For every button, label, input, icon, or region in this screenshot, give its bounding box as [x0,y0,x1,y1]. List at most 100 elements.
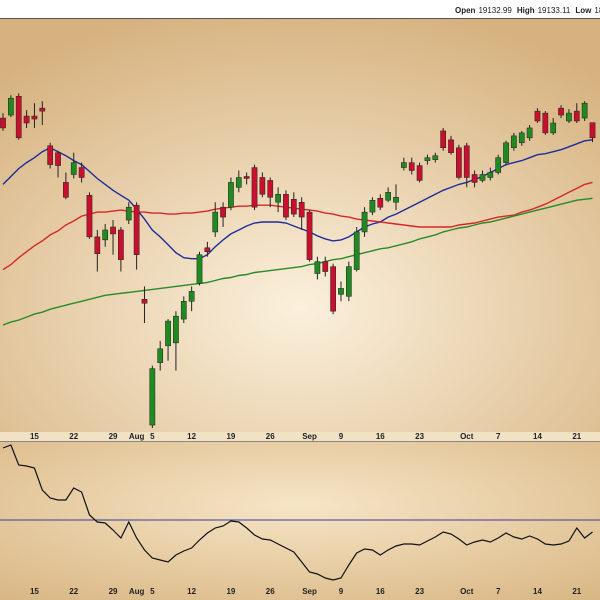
x-tick-label: 19 [226,587,235,596]
candle-body [432,155,439,160]
x-tick-label: 14 [533,587,542,596]
candle-body [487,172,494,178]
candle-body [110,226,116,235]
candle-body [275,194,281,203]
candle-body [408,162,415,171]
x-tick-label: 23 [415,587,424,596]
candle-body [8,97,14,116]
candle-body [290,199,297,215]
candle-body [212,211,219,233]
x-tick-label: 7 [496,432,501,441]
candle-body [581,102,588,119]
candle-body [471,174,478,183]
x-tick-label: 15 [30,587,39,596]
x-tick-label: 21 [572,432,581,441]
candle-body [118,229,124,260]
x-tick-label: 7 [496,587,501,596]
candle-body [345,266,352,297]
candle-body [102,229,109,241]
price-panel [0,19,600,432]
candle-body [573,110,580,122]
header-label: High [517,6,535,15]
candle-body [393,197,399,203]
candle-body [55,152,61,166]
candle-body [157,348,164,363]
candle-body [63,182,69,198]
x-tick-label: 22 [69,432,78,441]
candle-body [228,182,234,208]
candle-body [259,177,266,195]
x-tick-label: 12 [187,587,196,596]
x-tick-label: 16 [376,432,385,441]
candle-body [31,115,38,120]
header-value: 19132.99 [478,6,512,15]
candle-body [141,299,148,304]
candle-body [180,301,187,320]
candle-body [204,247,211,252]
x-tick-label: 26 [266,432,275,441]
candle-body [125,206,132,221]
x-tick-label: 5 [150,432,155,441]
x-tick-label: Sep [302,587,317,596]
candle-body [566,112,572,122]
header-label: Open [455,6,476,15]
x-tick-label: 19 [226,432,235,441]
candle-body [86,195,93,238]
candle-body [495,157,502,173]
candle-body [267,180,274,198]
candle-body [463,145,470,178]
moving-average-line [2,197,593,326]
indicator-panel [0,442,600,600]
x-tick-label: 29 [109,432,118,441]
candle-body [330,266,336,312]
candle-body [511,135,517,149]
candle-body [165,320,171,347]
candle-body [479,174,486,181]
candle-body [424,157,431,161]
indicator-line [2,444,593,581]
header-label: Low [575,6,592,15]
x-tick-label: 16 [376,587,385,596]
candle-body [283,194,289,218]
x-tick-label: 5 [150,587,155,596]
candle-body [377,198,384,208]
candle-body [94,236,101,254]
x-tick-label: 22 [69,587,78,596]
moving-average-line [2,139,593,260]
candle-body [220,206,226,218]
candle-body [196,254,203,284]
candle-body [558,107,564,116]
header-value: 19133.11 [538,6,571,15]
candle-body [353,231,360,270]
header-value: 18937 [594,6,600,15]
candle-body [385,192,391,201]
candle-body [542,112,549,134]
candle-body [188,291,195,302]
x-tick-label: 15 [30,432,39,441]
x-tick-label: 29 [109,587,118,596]
candle-body [322,261,329,272]
date-strip [0,432,600,442]
candle-body [149,368,156,426]
x-tick-label: Sep [302,432,317,441]
candle-body [173,315,179,344]
x-tick-label: 9 [339,587,344,596]
x-tick-label: 14 [533,432,542,441]
candle-body [306,211,313,260]
candle-body [314,261,321,274]
candle-body [298,201,305,218]
candle-body [133,204,140,255]
candle-body [251,167,258,208]
candle-body [70,162,77,175]
candle-body [338,288,344,295]
candle-body [448,139,454,153]
candle-body [526,127,533,139]
candle-body [78,167,85,178]
candle-body [369,199,376,213]
x-tick-label: 26 [266,587,275,596]
x-tick-label: Aug [129,432,145,441]
candle-body [243,176,250,179]
x-tick-label: 23 [415,432,424,441]
candle-body [534,110,541,122]
candle-body [456,147,462,178]
